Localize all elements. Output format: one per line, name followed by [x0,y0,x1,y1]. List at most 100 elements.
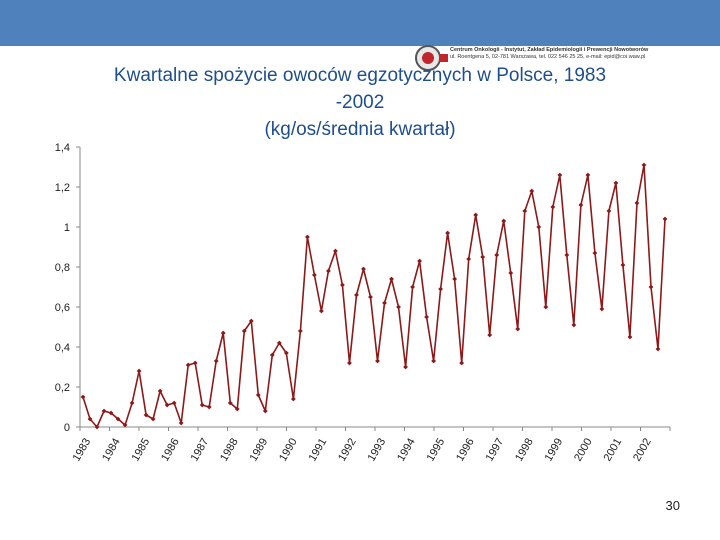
logo-line-1: Centrum Onkologii - Instytut, Zakład Epi… [450,47,649,53]
y-tick-label: 0,8 [55,262,70,274]
y-tick-label: 1 [64,222,70,234]
data-point [648,284,654,290]
data-point [326,268,331,274]
y-tick-label: 1,4 [55,142,70,154]
data-point [164,402,170,408]
data-point [171,400,177,406]
slide-title: Kwartalne spożycie owoców egzotycznych w… [0,62,720,143]
x-tick-label: 1995 [425,436,448,463]
y-tick-label: 0,4 [55,342,70,354]
data-point [508,270,514,276]
data-point [213,358,219,364]
data-point [354,292,359,298]
data-point [536,224,542,230]
data-point [438,286,444,292]
data-point [389,276,394,282]
series-line [82,164,666,428]
data-point [592,250,598,256]
logo-line-2: ul. Roentgena 5, 02-781 Warszawa, tel. 0… [450,54,646,60]
data-point [655,346,661,352]
data-point [283,350,289,356]
x-tick-label: 2002 [631,436,654,463]
x-tick-label: 1997 [484,436,507,463]
data-point [494,252,500,258]
data-point [564,252,570,258]
data-point [319,308,324,314]
data-point [234,406,240,412]
data-point [248,318,254,324]
data-point [466,256,472,262]
data-point [192,360,198,366]
data-point [529,188,535,194]
data-point [157,388,163,394]
data-point [571,322,577,328]
data-point [311,272,317,278]
data-point [424,314,429,320]
data-point [515,326,521,332]
x-tick-label: 1989 [248,436,271,463]
oncology-centre-logo: Centrum Onkologii - Instytut, Zakład Epi… [410,44,685,80]
data-point [297,328,303,334]
data-point [480,254,486,260]
data-point [410,284,415,290]
x-tick-label: 2001 [602,436,625,463]
y-tick-label: 1,2 [55,182,70,194]
x-tick-label: 1996 [454,436,477,463]
data-point [276,340,282,346]
data-point [459,360,465,366]
data-point [220,330,226,336]
data-point [403,364,408,370]
data-point [585,172,591,178]
data-point [396,304,401,310]
data-point [262,408,268,414]
data-point [599,306,605,312]
data-point [522,208,528,214]
data-point [227,400,233,406]
chart-points [80,162,668,430]
data-point [361,266,366,272]
data-point [382,300,387,306]
x-tick-label: 1991 [307,436,330,463]
data-point [487,332,493,338]
data-point [290,396,296,402]
data-point [150,416,156,422]
data-point [115,416,121,422]
data-point [417,258,422,264]
chart-series [82,164,666,428]
data-point [333,248,338,254]
data-point [143,412,149,418]
x-tick-label: 1985 [130,436,153,463]
data-point [620,262,626,268]
x-tick-label: 1993 [366,436,389,463]
data-point [255,392,261,398]
data-point [129,400,135,406]
x-tick-label: 1994 [395,436,418,463]
x-tick-label: 2000 [572,436,595,463]
data-point [473,212,479,218]
y-tick-label: 0 [64,422,70,434]
data-point [452,276,458,282]
page-number: 30 [665,498,680,513]
data-point [269,352,275,358]
x-tick-label: 1984 [100,436,123,463]
data-point [445,230,451,236]
x-tick-label: 1999 [543,436,566,463]
x-tick-label: 1986 [159,436,182,463]
data-point [578,202,584,208]
data-point [94,424,100,430]
data-point [606,208,612,214]
data-point [375,358,380,364]
data-point [206,404,212,410]
x-tick-label: 1992 [336,436,359,463]
title-line-2: -2002 [335,92,385,113]
title-line-3: (kg/os/średnia kwartał) [264,119,456,140]
oncology-centre-logo-icon [415,45,448,71]
data-point [87,416,93,422]
x-tick-label: 1987 [189,436,212,463]
data-point [108,410,114,416]
data-point [501,218,507,224]
data-point [185,362,191,368]
data-point [543,304,549,310]
data-point [199,402,205,408]
data-point [627,334,633,340]
